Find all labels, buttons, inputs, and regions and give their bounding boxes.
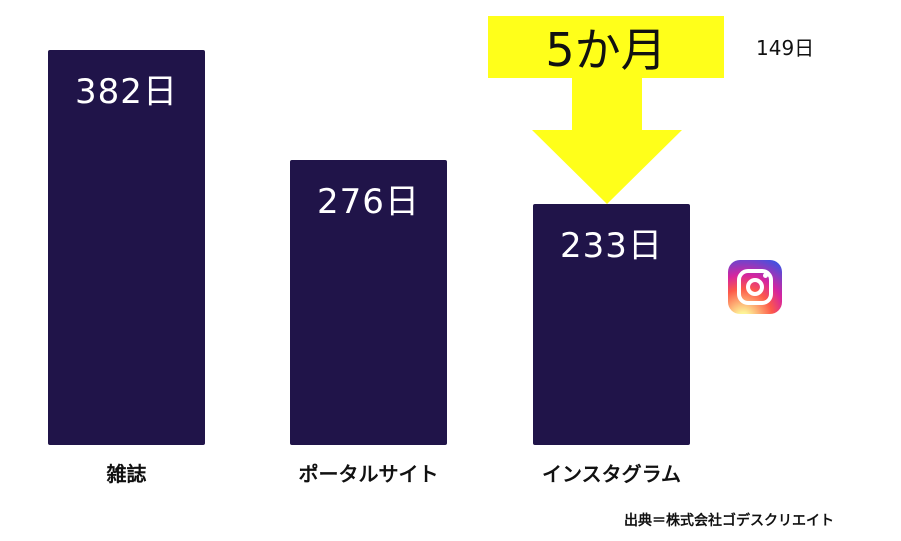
instagram-icon xyxy=(728,260,782,314)
down-arrow-icon xyxy=(532,76,682,204)
bar-2 xyxy=(290,160,447,445)
category-label: ポータルサイト xyxy=(298,462,439,486)
extra-value-label: 149日 xyxy=(756,36,815,60)
callout-box: 5か月 xyxy=(488,16,724,78)
category-label: インスタグラム xyxy=(542,462,681,486)
bar-value-label: 233日 xyxy=(560,226,663,266)
bar-1 xyxy=(48,50,205,445)
source-note: 出典＝株式会社ゴデスクリエイト xyxy=(624,513,834,529)
bar-value-label: 382日 xyxy=(75,72,178,112)
callout-label: 5か月 xyxy=(545,23,667,77)
bar-value-label: 276日 xyxy=(317,182,420,222)
category-label: 雑誌 xyxy=(106,462,147,486)
bar-3 xyxy=(533,204,690,445)
